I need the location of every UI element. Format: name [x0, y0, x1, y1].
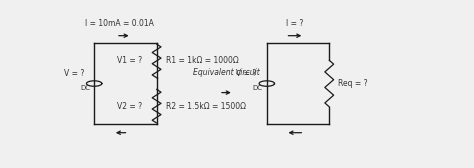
Text: I = ?: I = ?: [286, 19, 303, 28]
Text: V2 = ?: V2 = ?: [117, 102, 142, 111]
Text: V = ?: V = ?: [237, 69, 257, 78]
Text: R1 = 1kΩ = 1000Ω: R1 = 1kΩ = 1000Ω: [166, 56, 238, 65]
Text: R2 = 1.5kΩ = 1500Ω: R2 = 1.5kΩ = 1500Ω: [166, 102, 246, 111]
Text: DC: DC: [253, 85, 263, 91]
Text: DC: DC: [80, 85, 90, 91]
Text: I = 10mA = 0.01A: I = 10mA = 0.01A: [85, 19, 154, 28]
Text: Req = ?: Req = ?: [338, 79, 368, 88]
Text: V1 = ?: V1 = ?: [117, 56, 142, 65]
Text: V = ?: V = ?: [64, 69, 84, 78]
Text: Equivalent circuit: Equivalent circuit: [193, 68, 260, 77]
